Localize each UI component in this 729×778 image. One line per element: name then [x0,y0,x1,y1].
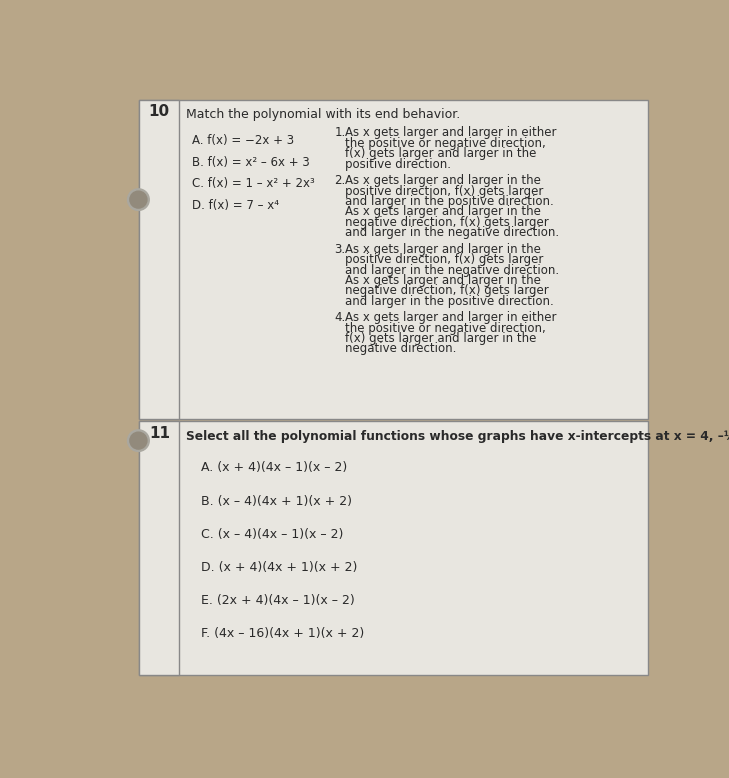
Text: As x gets larger and larger in the: As x gets larger and larger in the [345,274,540,287]
Bar [139,422,179,675]
Text: As x gets larger and larger in the: As x gets larger and larger in the [345,205,540,219]
Text: negative direction, f(x) gets larger: negative direction, f(x) gets larger [345,216,548,229]
Text: Select all the polynomial functions whose graphs have x-intercepts at x = 4, –¼,: Select all the polynomial functions whos… [186,430,729,443]
Bar [139,422,648,675]
Text: f(x) gets larger and larger in the: f(x) gets larger and larger in the [345,332,536,345]
Text: and larger in the negative direction.: and larger in the negative direction. [345,264,558,276]
Text: the positive or negative direction,: the positive or negative direction, [345,321,545,335]
Text: C. f(x) = 1 – x² + 2x³: C. f(x) = 1 – x² + 2x³ [192,177,315,191]
Text: C. (x – 4)(4x – 1)(x – 2): C. (x – 4)(4x – 1)(x – 2) [201,527,343,541]
Circle shape [128,189,149,210]
Text: 4.: 4. [335,311,346,324]
Text: 2.: 2. [335,174,346,187]
Text: positive direction.: positive direction. [345,158,451,170]
Bar [139,100,179,419]
Text: positive direction, f(x) gets larger: positive direction, f(x) gets larger [345,253,543,266]
Text: 3.: 3. [335,243,346,256]
Text: Match the polynomial with its end behavior.: Match the polynomial with its end behavi… [186,108,460,121]
Circle shape [130,191,147,208]
Text: and larger in the positive direction.: and larger in the positive direction. [345,295,553,308]
Text: B. f(x) = x² – 6x + 3: B. f(x) = x² – 6x + 3 [192,156,310,169]
Text: 1.: 1. [335,127,346,139]
Text: 11: 11 [149,426,170,441]
Text: As x gets larger and larger in either: As x gets larger and larger in either [345,311,556,324]
Text: A. (x + 4)(4x – 1)(x – 2): A. (x + 4)(4x – 1)(x – 2) [201,461,348,475]
Text: 10: 10 [149,104,170,119]
Text: As x gets larger and larger in the: As x gets larger and larger in the [345,243,540,256]
Text: and larger in the positive direction.: and larger in the positive direction. [345,195,553,208]
Text: positive direction, f(x) gets larger: positive direction, f(x) gets larger [345,184,543,198]
Text: B. (x – 4)(4x + 1)(x + 2): B. (x – 4)(4x + 1)(x + 2) [201,495,352,507]
Text: E. (2x + 4)(4x – 1)(x – 2): E. (2x + 4)(4x – 1)(x – 2) [201,594,355,607]
Text: D. (x + 4)(4x + 1)(x + 2): D. (x + 4)(4x + 1)(x + 2) [201,561,357,573]
Text: As x gets larger and larger in either: As x gets larger and larger in either [345,127,556,139]
Text: negative direction.: negative direction. [345,342,456,356]
Circle shape [130,432,147,449]
Text: A. f(x) = −2x + 3: A. f(x) = −2x + 3 [192,134,294,147]
Text: the positive or negative direction,: the positive or negative direction, [345,137,545,150]
Bar [139,100,648,419]
Text: f(x) gets larger and larger in the: f(x) gets larger and larger in the [345,147,536,160]
Text: D. f(x) = 7 – x⁴: D. f(x) = 7 – x⁴ [192,199,279,212]
Text: F. (4x – 16)(4x + 1)(x + 2): F. (4x – 16)(4x + 1)(x + 2) [201,627,364,640]
Text: and larger in the negative direction.: and larger in the negative direction. [345,226,558,239]
Circle shape [128,430,149,451]
Text: negative direction, f(x) gets larger: negative direction, f(x) gets larger [345,284,548,297]
Text: As x gets larger and larger in the: As x gets larger and larger in the [345,174,540,187]
